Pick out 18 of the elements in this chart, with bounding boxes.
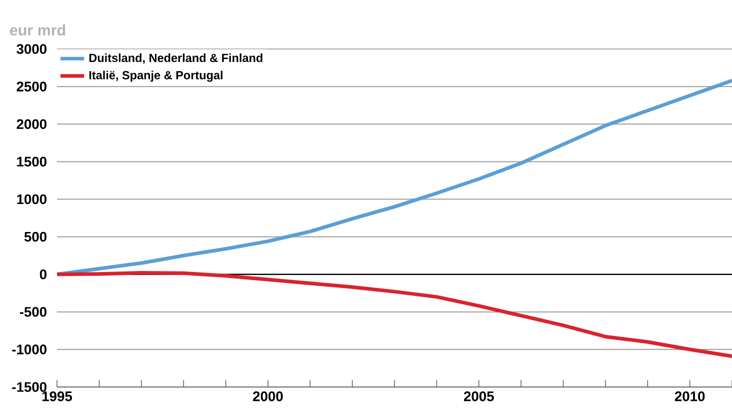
y-tick-label: 3000 <box>16 44 46 54</box>
legend-label: Duitsland, Nederland & Finland <box>89 53 262 64</box>
y-tick-label: -1000 <box>12 344 46 354</box>
x-tick-label: 2000 <box>253 391 283 402</box>
y-tick-label: 2500 <box>16 82 46 92</box>
y-tick-label: 500 <box>24 232 46 242</box>
y-axis-title: eur mrd <box>10 24 66 36</box>
x-tick-label: 2010 <box>674 391 705 402</box>
y-tick-label: 1500 <box>17 156 46 167</box>
x-tick-label: 1995 <box>42 391 72 402</box>
y-tick-label: 2000 <box>16 119 46 130</box>
line-series <box>55 271 732 358</box>
x-tick-label: 2005 <box>464 391 494 402</box>
y-tick-label: 0 <box>40 269 46 280</box>
y-tick-label: 1000 <box>17 194 46 204</box>
legend-label: Italië, Spanje & Portugal <box>89 70 222 82</box>
y-tick-label: -1500 <box>12 382 46 392</box>
y-tick-label: -500 <box>20 306 46 317</box>
